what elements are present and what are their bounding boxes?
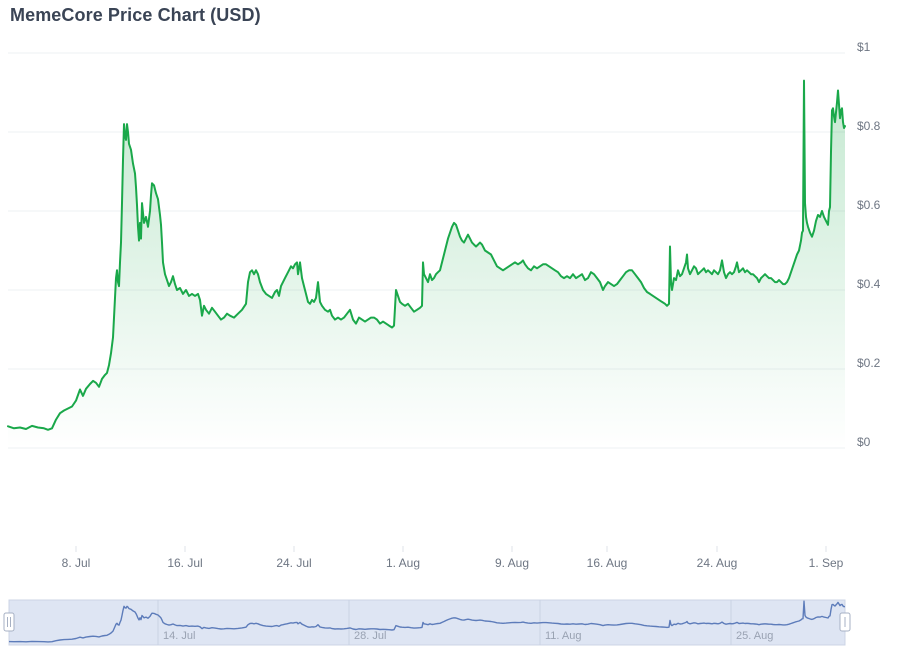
y-axis-tick-label: $0.6 bbox=[857, 198, 881, 212]
y-axis-tick-label: $0 bbox=[857, 435, 871, 449]
navigator-tick-label: 11. Aug bbox=[545, 630, 582, 642]
navigator-tick-label: 14. Jul bbox=[163, 630, 195, 642]
x-axis-tick-label: 1. Aug bbox=[386, 556, 420, 570]
navigator-left-handle[interactable] bbox=[3, 612, 15, 632]
y-axis-tick-label: $1 bbox=[857, 40, 871, 54]
x-axis-tick-label: 9. Aug bbox=[495, 556, 529, 570]
x-axis-tick-label: 8. Jul bbox=[62, 556, 91, 570]
x-axis-tick-label: 24. Jul bbox=[276, 556, 311, 570]
y-axis-labels: $1 $0.8 $0.6 $0.4 $0.2 $0 bbox=[857, 40, 881, 449]
navigator[interactable]: 14. Jul 28. Jul 11. Aug 25. Aug bbox=[3, 599, 851, 646]
price-area-fill bbox=[8, 80, 845, 448]
price-line bbox=[7, 79, 846, 431]
price-series bbox=[7, 79, 846, 448]
x-axis-labels: 8. Jul 16. Jul 24. Jul 1. Aug 9. Aug 16. Aug 2… bbox=[62, 546, 844, 570]
y-axis-tick-label: $0.2 bbox=[857, 356, 881, 370]
x-axis-tick-label: 24. Aug bbox=[697, 556, 738, 570]
x-axis-tick-label: 1. Sep bbox=[809, 556, 844, 570]
navigator-series-line bbox=[9, 600, 845, 643]
navigator-tick-label: 28. Jul bbox=[354, 630, 386, 642]
x-axis-tick-label: 16. Aug bbox=[587, 556, 628, 570]
navigator-tick-label: 25. Aug bbox=[736, 630, 773, 642]
y-axis-tick-label: $0.4 bbox=[857, 277, 881, 291]
y-axis-tick-label: $0.8 bbox=[857, 119, 881, 133]
chart-title: MemeCore Price Chart (USD) bbox=[10, 5, 261, 25]
x-axis-tick-label: 16. Jul bbox=[167, 556, 202, 570]
navigator-selected-range[interactable] bbox=[8, 599, 846, 646]
